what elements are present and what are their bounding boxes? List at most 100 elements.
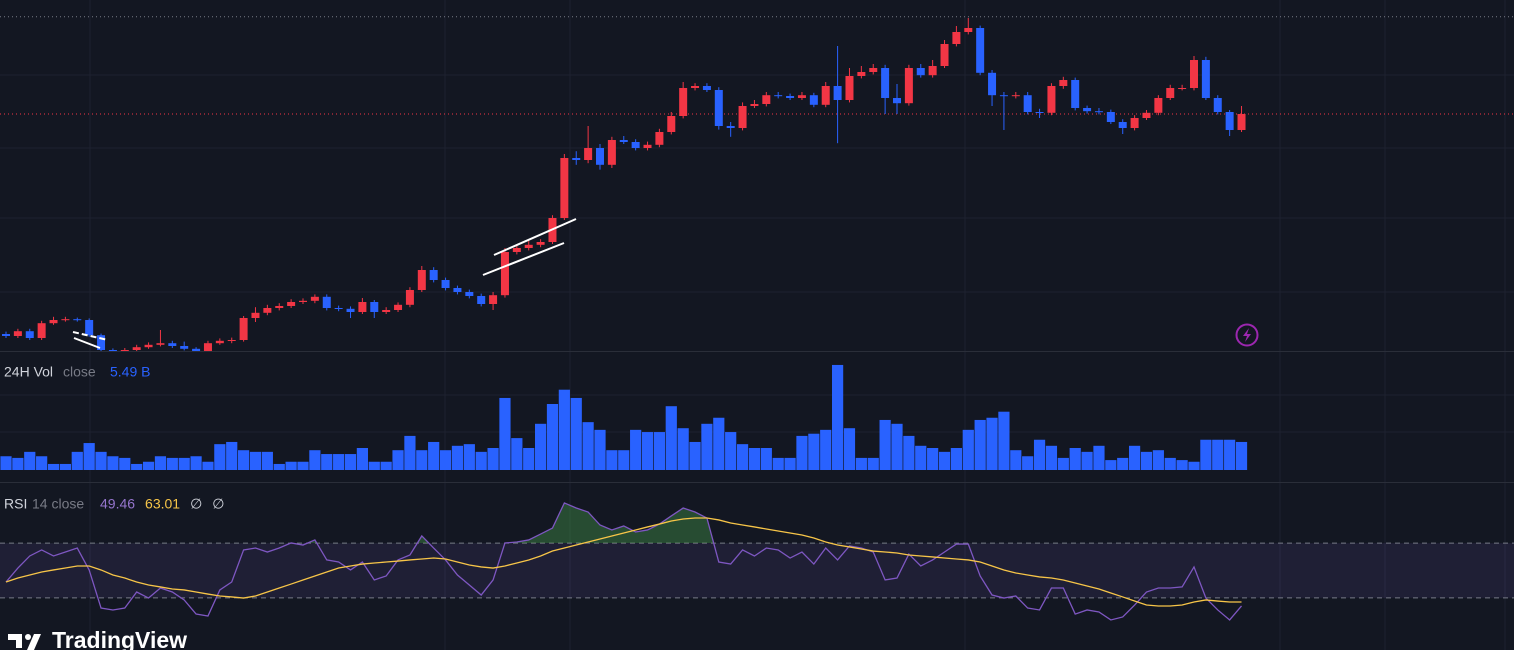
volume-bar [95,451,107,470]
candle-body [679,88,688,116]
volume-bar [1212,439,1224,470]
candle-body [821,86,830,105]
candle-body [786,96,795,98]
candle-body [2,334,10,336]
volume-bar [796,435,808,470]
candle-body [916,68,925,76]
candle-body [1142,112,1151,118]
candle-body [1201,60,1210,98]
rsi-subtitle: 14 close [32,496,84,512]
candle-body [192,348,201,351]
candle-body [156,343,165,345]
volume-bar [499,397,511,470]
candle-body [631,142,640,148]
candle-body [1094,111,1103,113]
candle-body [714,90,723,126]
trend-line [73,337,101,349]
volume-bar [974,419,986,470]
volume-bar [1105,460,1117,470]
volume-bar [451,445,464,470]
volume-bar [71,451,83,470]
candle-body [524,244,533,248]
candle-body [73,319,82,321]
candle-body [405,290,414,305]
volume-bar [855,457,867,470]
volume-bar [1235,441,1248,470]
volume-bar [1164,457,1176,470]
volume-bar [285,461,297,470]
volume-bar [249,451,262,470]
volume-bar [1081,451,1093,470]
candle-body [881,68,890,98]
volume-bar [238,450,250,470]
alert-circle [1235,323,1259,347]
volume-bar [927,448,939,470]
volume-bar [986,417,998,470]
volume-bar [582,422,594,470]
candle-body [893,98,901,104]
volume-bar [641,432,654,470]
volume-bar [487,448,499,470]
volume-bar [546,404,559,470]
volume-bar [273,463,285,470]
candle-body [61,319,70,321]
candle-body [477,296,486,304]
volume-bar [725,432,737,470]
candle-body [1023,95,1032,112]
volume-bar [107,456,119,470]
volume-bar [333,454,345,470]
volume-bar [832,364,844,470]
candle-body [85,320,94,336]
overbought-fill [290,502,714,544]
candle-body [144,344,153,348]
drawings [72,218,577,349]
volume-bar [1188,461,1200,470]
candle-body [37,323,46,338]
volume-bar [0,456,12,470]
volume-bar [1045,445,1058,470]
volume-bar [1140,451,1153,470]
rsi-readout: 49.46 [100,496,135,512]
volume-bar [226,441,238,470]
volume-bar [416,450,428,470]
rsi-pane [0,502,1514,621]
candle-body [607,140,616,165]
candle-body [1213,98,1222,112]
volume-bar [178,457,190,470]
volume-bar [630,429,642,470]
rsi-line [5,502,1243,621]
volume-pane [0,364,1248,470]
volume-bar [701,423,713,470]
candle-body [429,270,438,280]
rsi-readout: ∅ [212,496,224,512]
candle-body [1190,60,1198,88]
candle-body [952,32,961,44]
candle-body [845,76,854,100]
volume-bar [772,457,784,470]
candle-body [1225,112,1234,130]
volume-bar [1176,460,1188,470]
candle-body [180,346,189,349]
trend-line [493,218,577,256]
candle-body [1035,112,1044,113]
candle-body [120,350,129,351]
alert-icon[interactable] [1235,323,1259,347]
volume-bar [570,397,582,470]
candle-body [13,331,22,336]
volume-bar [1022,456,1034,470]
alert-bolt [1243,328,1251,342]
candle-body [928,66,937,76]
candle-body [596,148,604,165]
volume-bar [879,419,891,470]
candle-body [370,302,379,312]
candle-body [774,95,783,97]
candle-body [500,252,509,296]
volume-bar [297,461,309,470]
candle-body [976,28,985,73]
candle-body [1166,88,1175,98]
candle-body [667,116,676,132]
volume-bar [1152,450,1164,470]
volume-bar [428,441,440,470]
